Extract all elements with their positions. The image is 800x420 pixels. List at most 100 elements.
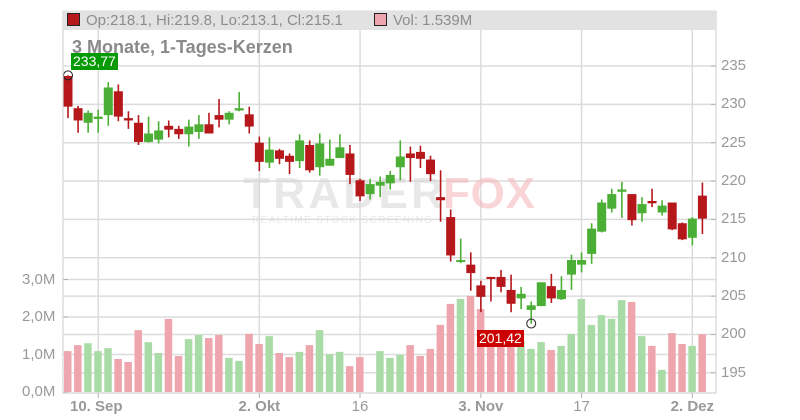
volume-bar xyxy=(537,342,545,392)
volume-bar xyxy=(486,341,495,392)
candle-body xyxy=(567,260,576,275)
volume-bar xyxy=(184,339,193,392)
candle-body xyxy=(315,143,325,168)
volume-bar xyxy=(255,344,263,392)
candle-body xyxy=(335,147,345,159)
volume-bar xyxy=(295,351,304,392)
volume-bar xyxy=(335,351,344,392)
volume-bar xyxy=(688,345,696,392)
volume-bar xyxy=(265,336,273,392)
candle-body xyxy=(365,184,375,195)
candle-body xyxy=(274,150,284,159)
volume-bar xyxy=(114,359,122,392)
volume-bar xyxy=(325,354,334,392)
candle-body xyxy=(516,293,526,299)
volume-bar xyxy=(557,345,565,392)
volume-swatch-icon xyxy=(374,13,387,26)
candle-body xyxy=(466,264,476,274)
volume-bar xyxy=(577,299,586,392)
price-tick-label: 225 xyxy=(721,133,747,151)
volume-bar xyxy=(416,356,424,392)
candle-body xyxy=(234,108,244,111)
chart-subtitle: 3 Monate, 1-Tages-Kerzen xyxy=(72,37,293,57)
candle-body xyxy=(355,180,365,197)
volume-bar xyxy=(456,299,465,392)
volume-bar xyxy=(74,345,82,392)
candle-body xyxy=(395,156,405,168)
volume-bar xyxy=(406,345,414,392)
volume-bar xyxy=(637,336,646,392)
volume-bar xyxy=(648,345,656,392)
candle-body xyxy=(637,204,647,214)
volume-bar xyxy=(124,362,132,392)
max-price-label: 233,77 xyxy=(71,53,118,70)
volume-bar xyxy=(215,335,223,392)
candle-body xyxy=(285,155,295,162)
candle-body xyxy=(436,197,446,201)
price-tick-label: 200 xyxy=(721,325,747,343)
candle-body xyxy=(697,195,707,219)
candle-body xyxy=(536,282,546,307)
date-tick-label: 10. Sep xyxy=(70,398,123,415)
volume-bar xyxy=(547,350,555,392)
volume-bar xyxy=(426,348,435,392)
candle-body xyxy=(164,125,174,130)
volume-bar xyxy=(245,333,253,392)
candle-body xyxy=(385,174,395,184)
volume-bar xyxy=(617,300,626,392)
candle-body xyxy=(113,91,123,117)
volume-bar xyxy=(376,351,384,392)
candle-body xyxy=(647,200,657,204)
price-tick-label: 235 xyxy=(721,57,747,74)
volume-bar xyxy=(164,318,173,392)
candle-body xyxy=(264,149,274,163)
candle-body xyxy=(687,218,697,238)
candle-body xyxy=(254,142,264,162)
candle-body xyxy=(627,194,637,221)
volume-bar xyxy=(104,348,112,392)
min-price-label: 201,42 xyxy=(477,330,524,347)
volume-bar xyxy=(194,335,203,392)
price-tick-label: 215 xyxy=(721,210,747,228)
candle-body xyxy=(154,130,164,140)
volume-bar xyxy=(396,354,404,392)
volume-bar xyxy=(627,302,636,392)
volume-bar xyxy=(507,345,515,392)
volume-bar xyxy=(517,341,525,392)
volume-bar xyxy=(597,315,606,392)
candle-body xyxy=(144,133,154,142)
volume-bar xyxy=(668,333,676,392)
candle-body xyxy=(415,151,425,159)
candle-body xyxy=(184,126,194,135)
volume-bar xyxy=(154,353,163,392)
volume-bar xyxy=(345,366,354,392)
volume-bar xyxy=(476,309,485,392)
candle-body xyxy=(194,124,204,132)
candle-body xyxy=(204,124,214,134)
candle-body xyxy=(375,181,385,186)
volume-bar xyxy=(567,333,575,392)
candle-body xyxy=(73,108,83,121)
min-marker-icon xyxy=(526,318,537,329)
price-tick-label: 195 xyxy=(721,363,747,381)
volume-bar xyxy=(315,330,324,392)
volume-bar xyxy=(678,344,686,392)
candle-body xyxy=(577,260,587,265)
volume-tick-label: 1,0M xyxy=(22,345,56,363)
candle-body xyxy=(123,118,133,121)
legend-ohlc: Op:218.1, Hi:219.8, Lo:213.1, Cl:215.1 xyxy=(67,12,343,30)
date-tick-label: 17 xyxy=(573,398,590,415)
volume-bar xyxy=(84,343,92,392)
volume-tick-label: 0,0M xyxy=(22,383,56,400)
volume-bar xyxy=(607,318,616,392)
volume-tick-label: 2,0M xyxy=(22,308,56,325)
volume-bar xyxy=(204,338,213,392)
candle-body xyxy=(657,205,667,213)
date-tick-label: 3. Nov xyxy=(458,398,504,415)
volume-bar xyxy=(356,357,364,392)
volume-tick-label: 3,0M xyxy=(22,270,56,288)
price-tick-label: 205 xyxy=(721,287,747,305)
volume-bar xyxy=(94,351,102,392)
candle-body xyxy=(103,87,113,116)
date-tick-label: 16 xyxy=(351,398,369,415)
